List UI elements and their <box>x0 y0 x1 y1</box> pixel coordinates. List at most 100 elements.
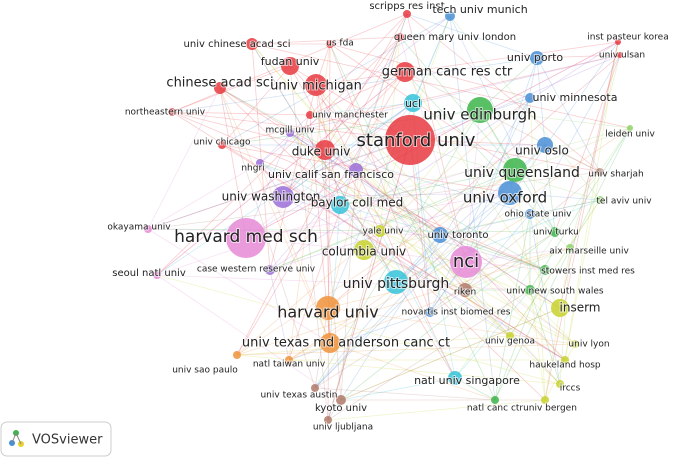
node <box>404 94 422 112</box>
edge <box>221 109 481 146</box>
node <box>561 356 569 364</box>
edge <box>529 289 561 385</box>
edge <box>314 387 496 401</box>
edge <box>327 54 621 309</box>
node-label: yale univ <box>363 227 405 237</box>
edge <box>494 127 631 401</box>
edge <box>395 199 601 283</box>
node <box>233 351 241 359</box>
edge <box>156 36 401 276</box>
edge <box>289 65 329 421</box>
node <box>272 186 294 208</box>
edge <box>156 71 406 276</box>
node-label: univ ulsan <box>599 51 645 61</box>
node <box>467 97 493 123</box>
edge <box>309 13 408 116</box>
edge <box>171 111 411 141</box>
node <box>550 227 560 237</box>
edge <box>329 204 341 344</box>
edge <box>465 261 576 345</box>
edge <box>236 247 571 356</box>
node <box>349 163 363 177</box>
edge <box>314 192 511 389</box>
edge <box>236 36 401 356</box>
edge <box>329 342 496 401</box>
edge <box>544 247 571 401</box>
edge <box>465 57 538 263</box>
edge <box>494 269 546 401</box>
edge <box>327 36 401 309</box>
node-label: univ minnesota <box>532 91 617 104</box>
edge <box>282 196 566 361</box>
node <box>336 395 346 405</box>
node-label: natl univ singapore <box>414 374 520 387</box>
node <box>256 159 264 167</box>
logo[interactable]: VOSviewer <box>0 421 112 457</box>
edge <box>219 87 326 151</box>
edge <box>259 162 511 337</box>
edge <box>219 87 247 239</box>
edge <box>363 249 466 291</box>
edge <box>282 36 401 198</box>
node <box>354 240 374 260</box>
edge <box>236 335 511 356</box>
node <box>503 158 527 182</box>
node-label: univ lyon <box>568 340 609 350</box>
node <box>246 38 258 50</box>
edge <box>399 36 516 171</box>
edge <box>282 102 414 198</box>
edge <box>529 97 546 401</box>
node <box>311 384 319 392</box>
edge <box>269 269 290 361</box>
edge <box>221 144 566 361</box>
node-label: leiden univ <box>605 130 655 140</box>
edge <box>355 169 561 385</box>
edge <box>288 289 466 361</box>
node-label: case western reserve univ <box>197 265 316 275</box>
edge <box>282 196 546 271</box>
edge <box>329 43 431 313</box>
edge <box>245 169 357 239</box>
node <box>425 307 435 317</box>
node-label: fudan univ <box>261 55 320 68</box>
edge <box>340 307 561 401</box>
node-label: univ ljubljana <box>313 423 373 433</box>
node <box>168 108 176 116</box>
node <box>525 285 535 295</box>
edge <box>251 43 397 283</box>
node-label: univ texas austin <box>260 391 337 401</box>
nodes <box>144 10 633 424</box>
node <box>395 62 415 82</box>
edge <box>340 307 561 401</box>
edge <box>221 65 291 146</box>
node <box>596 196 604 204</box>
edge <box>363 199 601 251</box>
edge <box>324 13 408 151</box>
edge <box>324 149 531 215</box>
node <box>525 93 535 103</box>
node-label: okayama univ <box>107 223 171 233</box>
node <box>448 371 462 385</box>
node-label: german canc res ctr <box>382 65 513 80</box>
edge <box>219 87 546 271</box>
node-label: tel aviv univ <box>596 197 652 207</box>
node-label: nhgri <box>241 164 264 174</box>
edge <box>171 57 538 113</box>
edge <box>355 169 466 291</box>
edge <box>404 71 556 233</box>
edge <box>494 213 531 401</box>
node <box>324 416 332 424</box>
edge <box>339 127 631 206</box>
edge <box>564 41 619 361</box>
edge <box>269 169 516 271</box>
edge <box>479 109 631 129</box>
edge <box>449 15 556 233</box>
logo-text: VOSviewer <box>32 433 103 448</box>
edge <box>315 84 466 291</box>
node-label: univ genoa <box>485 337 535 347</box>
edge <box>379 230 576 345</box>
edge <box>454 289 531 379</box>
edge <box>509 199 601 337</box>
edge <box>309 71 406 116</box>
edge <box>251 43 561 385</box>
